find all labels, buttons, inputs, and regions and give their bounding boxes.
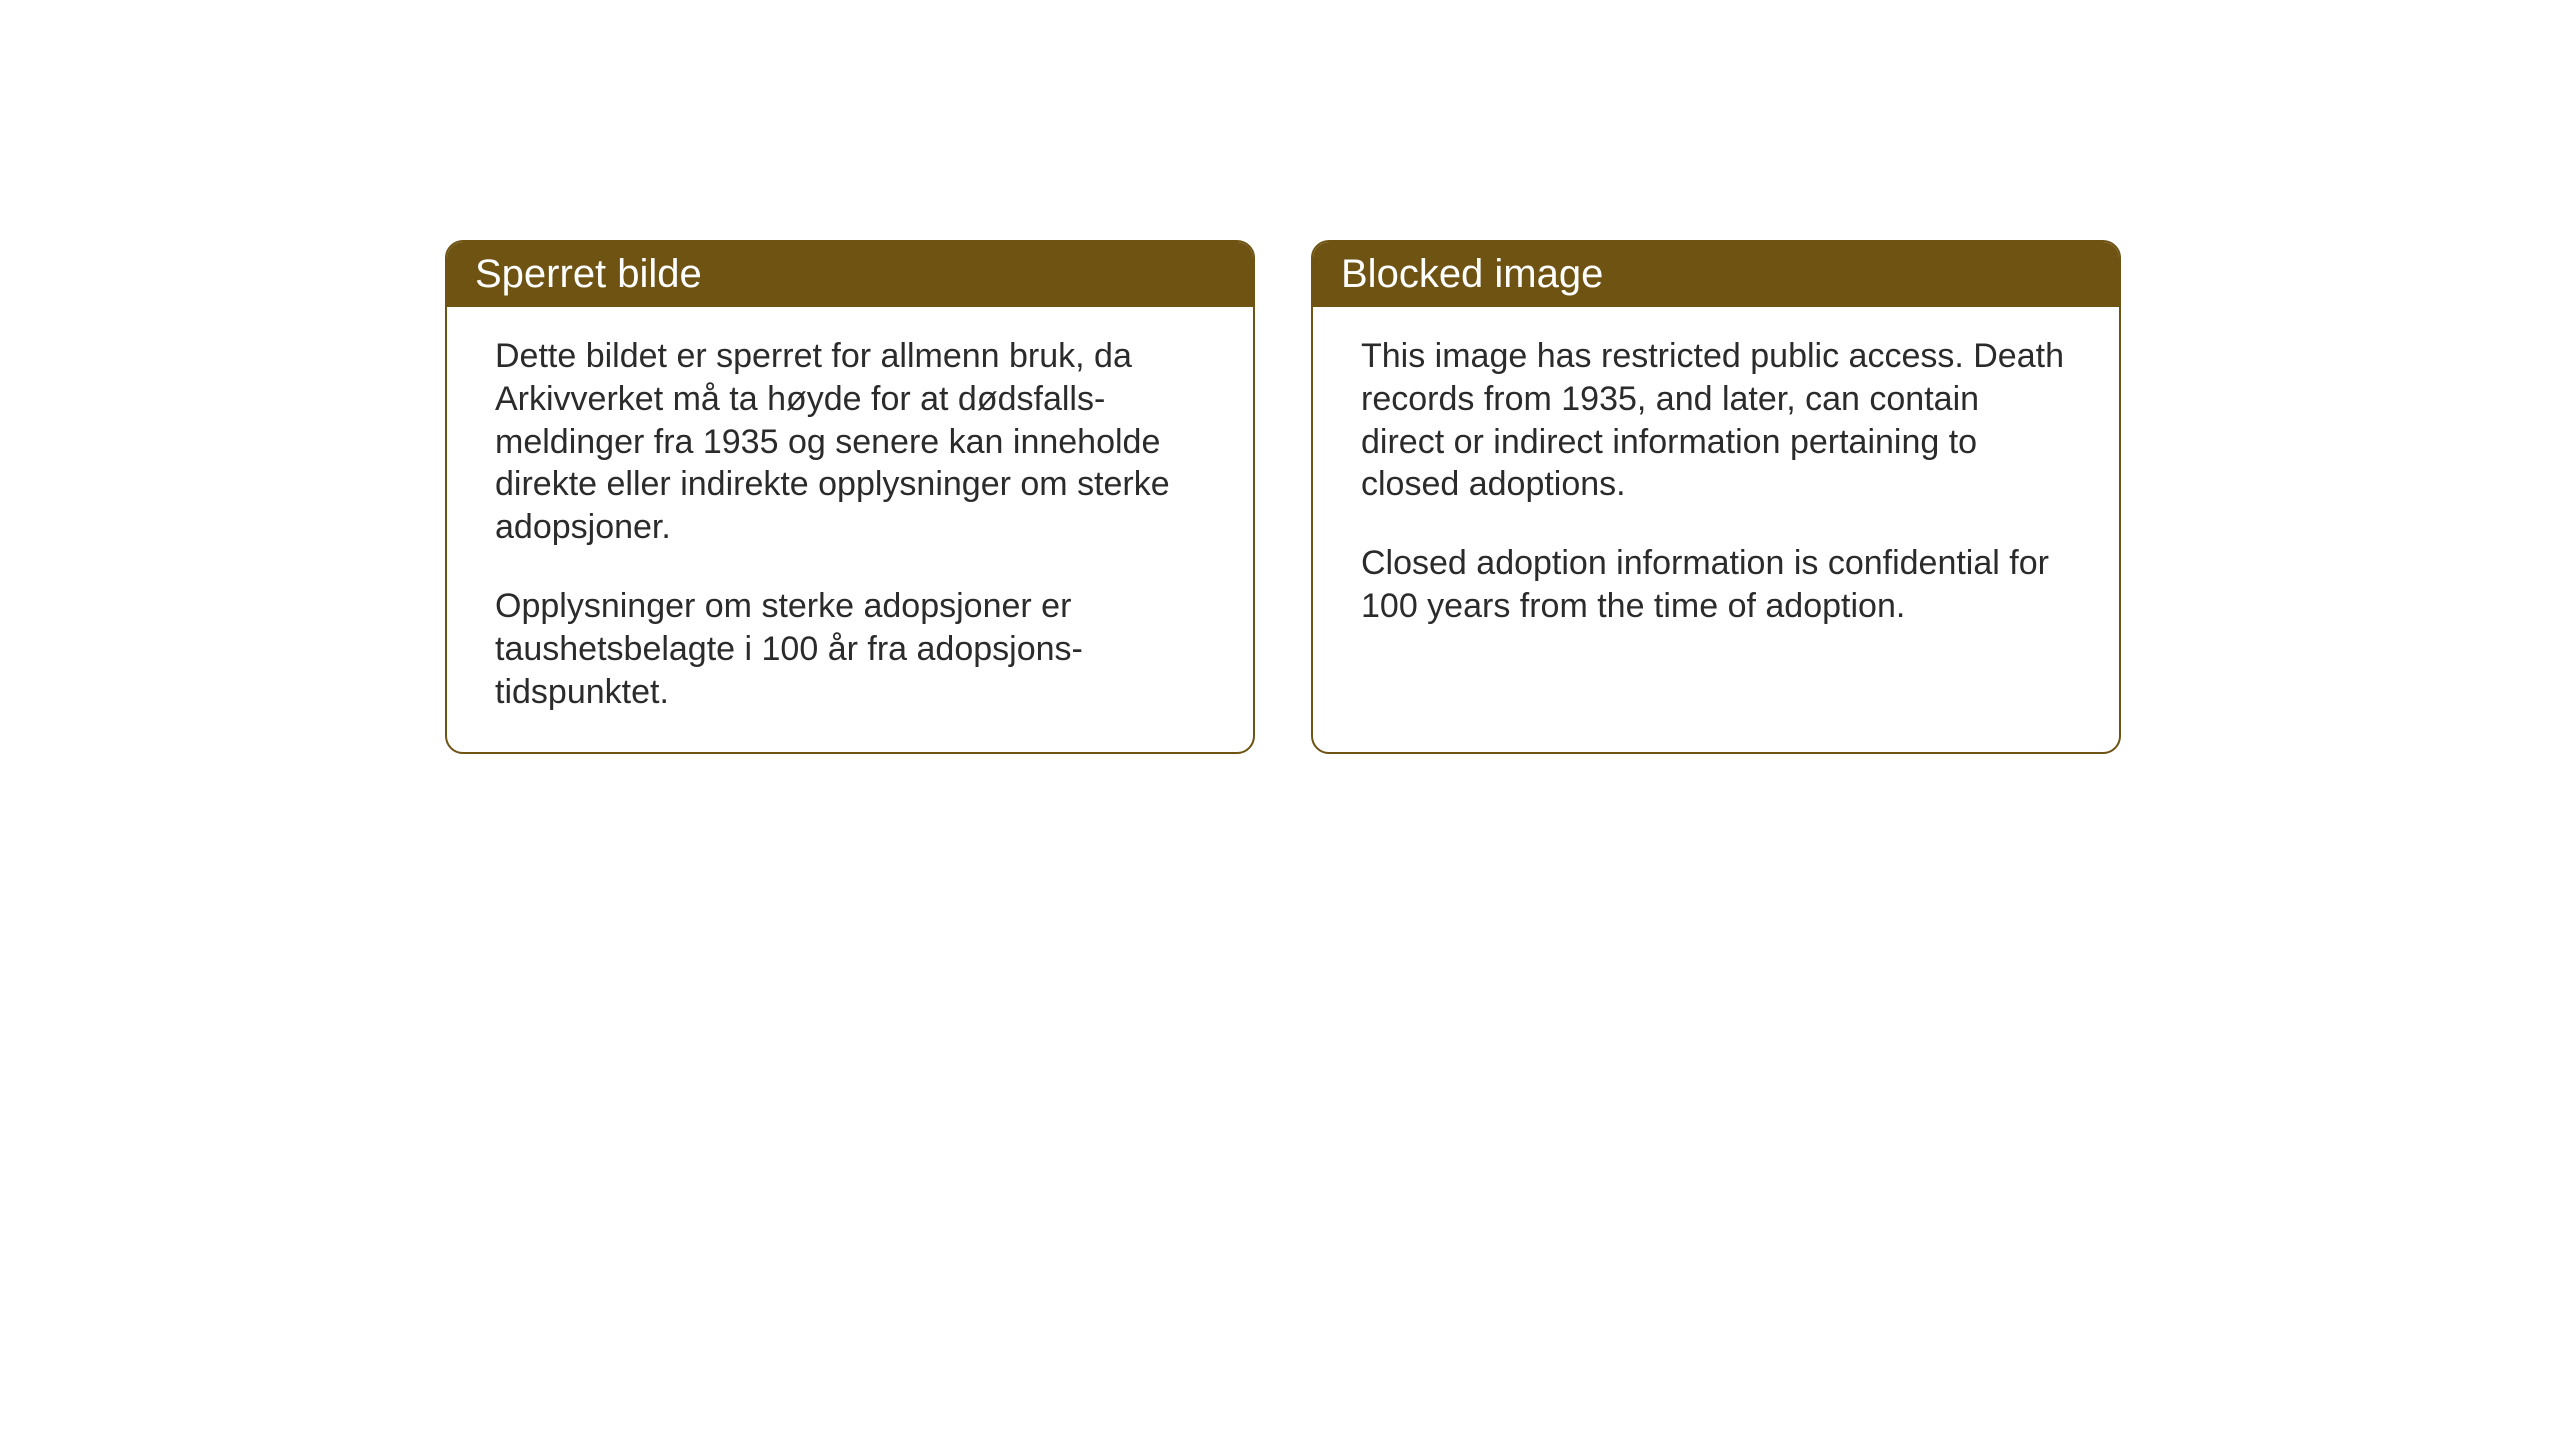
card-paragraph: Opplysninger om sterke adopsjoner er tau… — [495, 585, 1205, 713]
cards-container: Sperret bilde Dette bildet er sperret fo… — [445, 240, 2121, 754]
card-title: Blocked image — [1341, 252, 1603, 296]
card-title: Sperret bilde — [475, 252, 702, 296]
card-paragraph: Closed adoption information is confident… — [1361, 542, 2071, 628]
card-body-english: This image has restricted public access.… — [1313, 307, 2119, 751]
card-body-norwegian: Dette bildet er sperret for allmenn bruk… — [447, 307, 1253, 752]
card-header-norwegian: Sperret bilde — [447, 242, 1253, 307]
card-header-english: Blocked image — [1313, 242, 2119, 307]
card-norwegian: Sperret bilde Dette bildet er sperret fo… — [445, 240, 1255, 754]
card-english: Blocked image This image has restricted … — [1311, 240, 2121, 754]
card-paragraph: This image has restricted public access.… — [1361, 335, 2071, 506]
card-paragraph: Dette bildet er sperret for allmenn bruk… — [495, 335, 1205, 549]
